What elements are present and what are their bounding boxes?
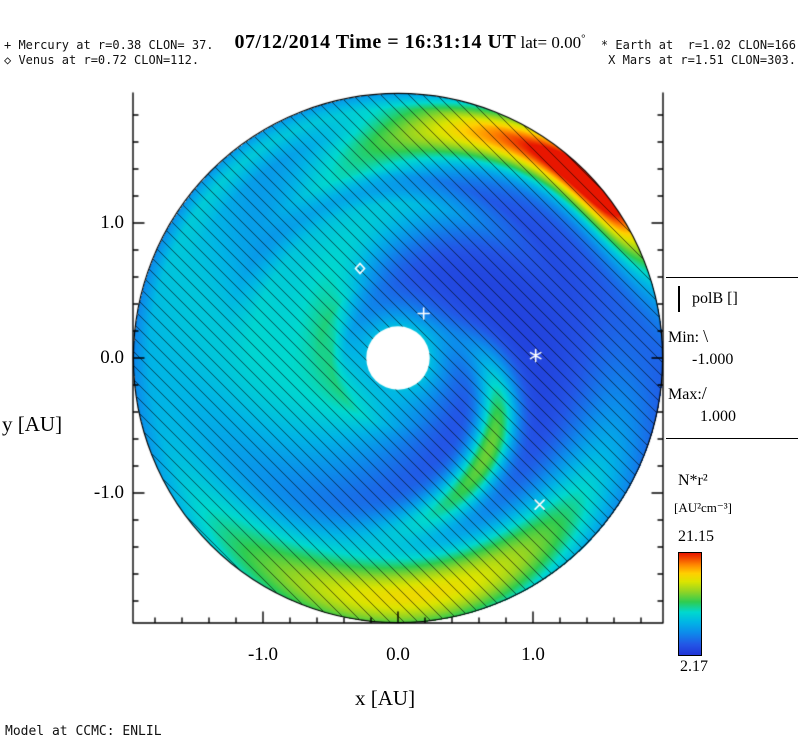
colorbar-gradient [678, 552, 702, 656]
page-title: 07/12/2014 Time = 16:31:14 UT lat= 0.00° [0, 8, 800, 77]
polb-max-row: Max:/ [668, 383, 707, 403]
polb-rule-top [666, 277, 798, 278]
legend-venus: ◇ Venus at r=0.72 CLON=112. [4, 53, 200, 67]
ytick-0: 0.0 [100, 347, 124, 368]
xtick-1: 1.0 [521, 644, 545, 665]
xtick-0: 0.0 [386, 644, 410, 665]
polb-min-row: Min: \ [668, 326, 709, 346]
hatch-max-icon: / [701, 383, 707, 403]
legend-mercury: + Mercury at r=0.38 CLON= 37. [4, 38, 214, 52]
colorbar-units-label: [AU²cm⁻³] [674, 500, 732, 515]
xtick-neg1: -1.0 [247, 644, 279, 665]
polb-max-value: 1.000 [700, 408, 736, 425]
hatch-min-icon: \ [703, 326, 709, 346]
polarity-bar-icon [678, 286, 680, 312]
x-axis-label: x [AU] [355, 686, 416, 710]
title-latitude: lat= 0.00° [516, 32, 586, 52]
polb-title: polB [] [692, 290, 738, 307]
polb-rule-bottom [666, 438, 798, 439]
title-datetime: 07/12/2014 Time = 16:31:14 UT [234, 31, 517, 53]
legend-earth: * Earth at r=1.02 CLON=166 [600, 38, 796, 52]
colorbar-quantity-label: N*r² [678, 472, 708, 489]
legend-mars: X Mars at r=1.51 CLON=303. [608, 53, 796, 67]
y-axis-label: y [AU] [2, 412, 63, 436]
ytick-neg1: -1.0 [93, 482, 124, 503]
colorbar-min-value: 2.17 [680, 658, 708, 675]
colorbar-max-value: 21.15 [678, 528, 714, 545]
model-credit: Model at CCMC: ENLIL [5, 724, 162, 739]
ytick-1: 1.0 [100, 212, 124, 233]
degree-symbol: ° [581, 32, 586, 45]
polb-min-value: -1.000 [692, 351, 734, 368]
